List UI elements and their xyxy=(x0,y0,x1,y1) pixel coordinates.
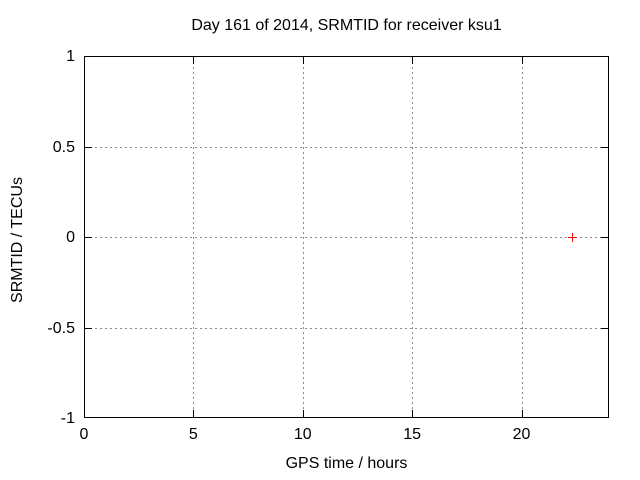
y-tick-mark-right xyxy=(601,146,608,148)
x-tick-mark-top xyxy=(302,57,304,64)
y-tick-label: 0 xyxy=(66,229,75,246)
data-point-marker xyxy=(567,233,577,242)
x-axis-label: GPS time / hours xyxy=(285,455,408,472)
y-tick-label: -0.5 xyxy=(47,319,75,337)
x-tick-label: 5 xyxy=(188,426,198,443)
h-gridline xyxy=(85,237,608,238)
x-tick-mark-top xyxy=(193,57,195,64)
x-tick-mark-top xyxy=(521,57,523,64)
h-gridline xyxy=(85,146,608,148)
y-tick-label: -1 xyxy=(60,410,75,427)
y-tick-label: 0.5 xyxy=(52,138,75,156)
y-tick-mark-left xyxy=(85,146,92,148)
x-tick-mark-bottom xyxy=(412,410,414,417)
x-tick-label: 10 xyxy=(293,426,312,443)
y-tick-mark-right xyxy=(601,327,608,329)
chart-title: Day 161 of 2014, SRMTID for receiver ksu… xyxy=(191,17,502,34)
x-tick-label: 15 xyxy=(403,426,422,443)
x-tick-label: 20 xyxy=(512,426,531,443)
x-tick-mark-top xyxy=(412,57,414,64)
y-tick-label: 1 xyxy=(66,48,75,65)
y-tick-mark-left xyxy=(85,327,92,329)
h-gridline xyxy=(85,327,608,329)
x-tick-label: 0 xyxy=(79,426,89,443)
y-tick-mark-left xyxy=(85,237,92,238)
plot-area xyxy=(84,56,609,418)
x-tick-mark-bottom xyxy=(193,410,195,417)
x-tick-mark-bottom xyxy=(302,410,304,417)
x-tick-mark-bottom xyxy=(521,410,523,417)
y-tick-mark-right xyxy=(601,237,608,238)
